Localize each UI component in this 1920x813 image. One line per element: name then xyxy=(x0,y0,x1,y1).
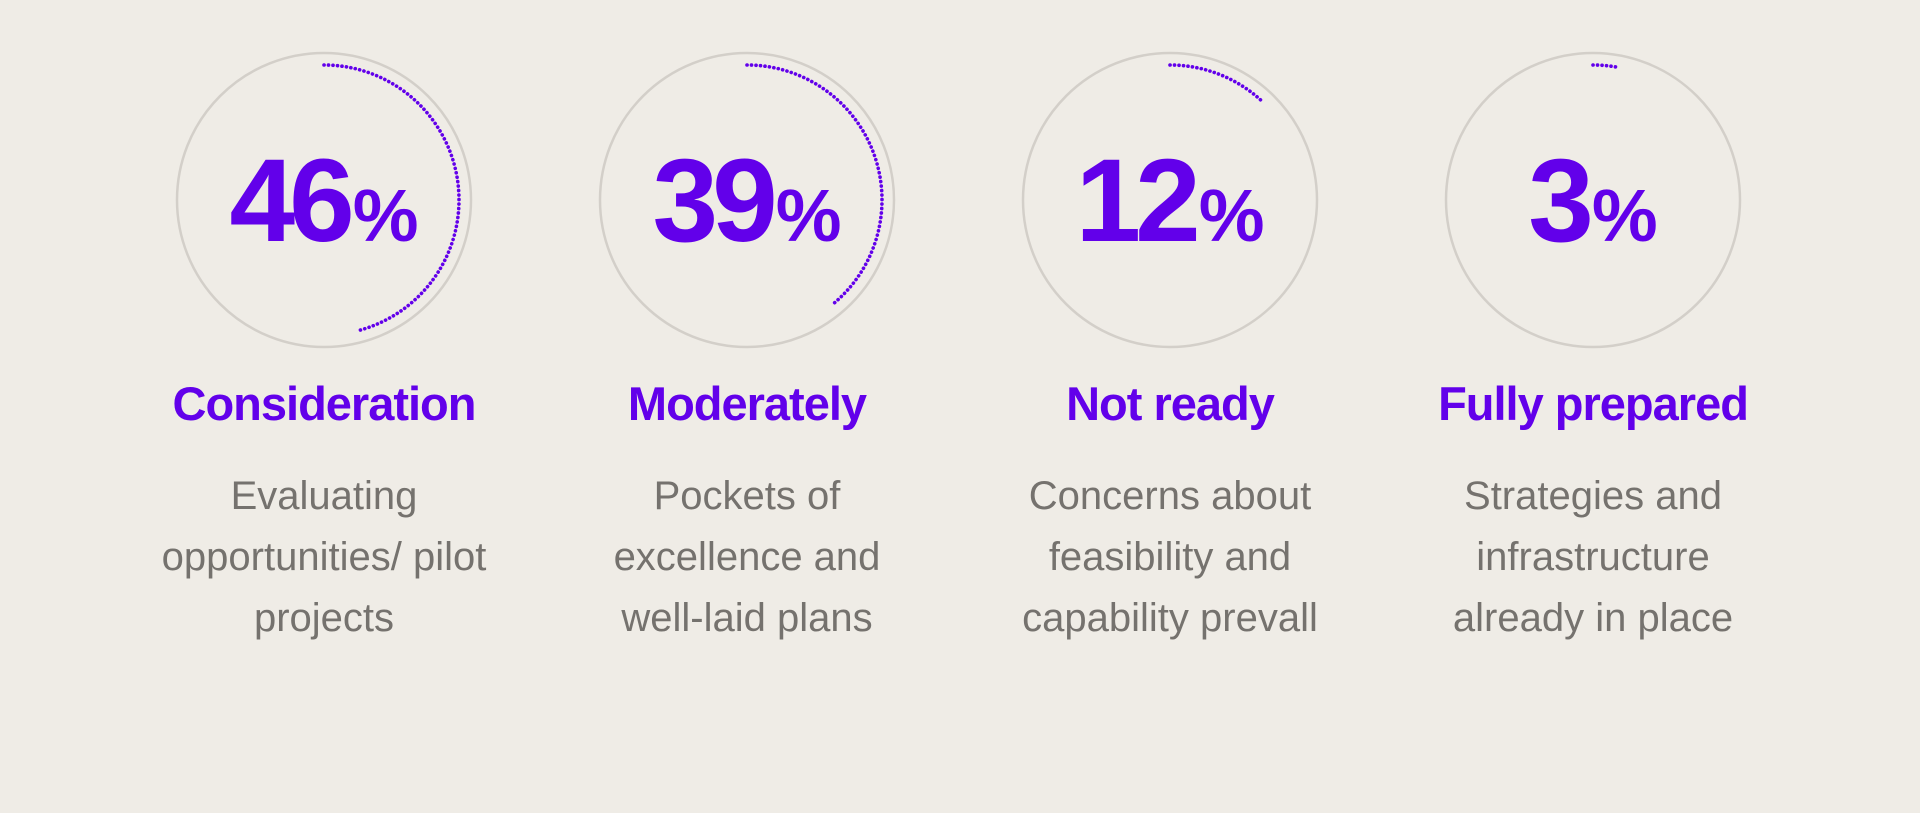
gauge-ring xyxy=(1020,50,1320,350)
percentage-unit: % xyxy=(775,174,842,257)
gauge-value-arc xyxy=(322,63,461,333)
percentage-value: 3% xyxy=(1393,142,1793,260)
gauge-ring xyxy=(597,50,897,350)
category-description: Evaluating opportunities/ pilot projects xyxy=(161,474,487,640)
percentage-number: 12 xyxy=(1075,135,1200,267)
category-label: Moderately xyxy=(627,377,867,430)
category-label: Consideration xyxy=(172,377,477,430)
percentage-unit: % xyxy=(1591,174,1658,257)
percentage-value: 12% xyxy=(970,142,1370,260)
percentage-unit: % xyxy=(1198,174,1265,257)
gauge-svg xyxy=(598,51,896,349)
gauge-value-arc xyxy=(745,63,884,306)
gauge-ring xyxy=(1443,50,1743,350)
category-label: Not ready xyxy=(1066,377,1275,430)
stat-consideration: 46% Consideration Evaluating opportuniti… xyxy=(124,0,524,813)
stat-not-ready: 12% Not ready Concerns about feasibility… xyxy=(970,0,1370,813)
gauge-ring xyxy=(174,50,474,350)
gauge-svg xyxy=(175,51,473,349)
gauge-svg xyxy=(1021,51,1319,349)
gauge-track xyxy=(1444,51,1742,349)
category-description: Pockets of excellence and well-laid plan… xyxy=(613,474,881,640)
gauge-track xyxy=(1021,51,1319,349)
gauge-track xyxy=(175,51,473,349)
percentage-number: 3 xyxy=(1528,135,1594,267)
percentage-number: 39 xyxy=(652,135,777,267)
gauge-value-arc xyxy=(1591,63,1621,70)
gauge-track xyxy=(598,51,896,349)
stat-moderately: 39% Moderately Pockets of excellence and… xyxy=(547,0,947,813)
percentage-value: 46% xyxy=(124,142,524,260)
gauge-value-arc xyxy=(1168,63,1265,104)
percentage-value: 39% xyxy=(547,142,947,260)
category-description: Concerns about feasibility and capabilit… xyxy=(1022,474,1318,640)
gauge-svg xyxy=(1444,51,1742,349)
category-description: Strategies and infrastructure already in… xyxy=(1452,474,1734,640)
stat-fully-prepared: 3% Fully prepared Strategies and infrast… xyxy=(1393,0,1793,813)
percentage-number: 46 xyxy=(229,135,354,267)
category-label: Fully prepared xyxy=(1438,377,1749,430)
percentage-unit: % xyxy=(352,174,419,257)
